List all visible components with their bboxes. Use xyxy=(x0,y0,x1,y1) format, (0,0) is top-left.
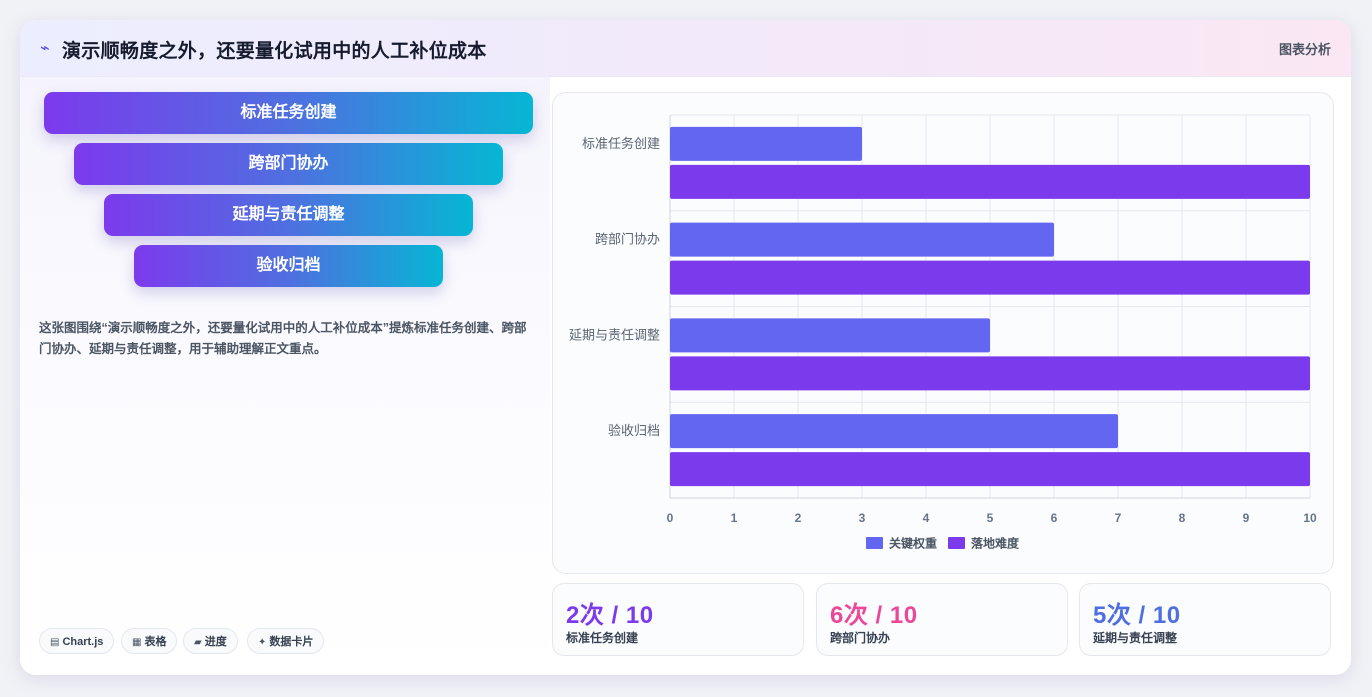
tag-label: 表格 xyxy=(144,636,167,648)
legend-label: 落地难度 xyxy=(971,536,1020,551)
x-tick-label: 7 xyxy=(1115,511,1122,525)
bar-weight xyxy=(670,126,862,161)
x-tick-label: 6 xyxy=(1051,511,1058,525)
x-tick-label: 4 xyxy=(923,511,930,525)
x-tick-label: 9 xyxy=(1243,511,1250,525)
stat-value: 6次 / 10 xyxy=(830,602,918,629)
page-title: 演示顺畅度之外，还要量化试用中的人工补位成本 xyxy=(62,41,487,62)
tag-progress[interactable]: ▰ 进度 xyxy=(183,628,238,654)
table-icon: ▦ xyxy=(132,637,142,648)
tag-label: 数据卡片 xyxy=(269,636,314,648)
legend-swatch xyxy=(948,537,965,549)
stat-value: 5次 / 10 xyxy=(1093,602,1181,629)
chart-analysis-label: 图表分析 xyxy=(1278,42,1331,57)
legend-label: 关键权重 xyxy=(889,536,937,551)
funnel-step-2: 跨部门协办 xyxy=(74,143,503,185)
chart-card: ⌁ 演示顺畅度之外，还要量化试用中的人工补位成本 图表分析 标准任务创建 跨部门… xyxy=(20,20,1351,675)
bar-difficulty xyxy=(670,164,1310,199)
bar-difficulty xyxy=(670,452,1310,487)
y-category-label: 延期与责任调整 xyxy=(569,327,660,342)
left-panel: 标准任务创建 跨部门协办 延期与责任调整 验收归档 这张图围绕“演示顺畅度之外，… xyxy=(20,77,550,675)
chart-icon: ▤ xyxy=(50,637,60,648)
x-tick-label: 5 xyxy=(987,511,994,525)
tag-chartjs[interactable]: ▤ Chart.js xyxy=(39,628,115,654)
x-tick-label: 8 xyxy=(1179,511,1186,525)
bar-weight xyxy=(670,222,1054,257)
bar-difficulty xyxy=(670,260,1310,295)
tag-data-card[interactable]: ✦ 数据卡片 xyxy=(247,628,325,654)
x-tick-label: 10 xyxy=(1303,511,1317,525)
funnel-step-1: 标准任务创建 xyxy=(44,92,533,134)
bar-weight xyxy=(670,414,1118,449)
x-tick-label: 1 xyxy=(731,511,738,525)
y-category-label: 验收归档 xyxy=(608,423,660,438)
bar-weight xyxy=(670,318,990,353)
stat-card-2: 6次 / 10 跨部门协办 xyxy=(816,583,1068,656)
tag-table[interactable]: ▦ 表格 xyxy=(121,628,178,654)
tag-label: Chart.js xyxy=(62,636,104,648)
x-tick-label: 0 xyxy=(667,511,674,525)
chart-description: 这张图围绕“演示顺畅度之外，还要量化试用中的人工补位成本”提炼标准任务创建、跨部… xyxy=(39,321,527,356)
lightning-icon: ⌁ xyxy=(40,40,50,57)
card-header: ⌁ 演示顺畅度之外，还要量化试用中的人工补位成本 图表分析 xyxy=(20,20,1351,77)
stat-value: 2次 / 10 xyxy=(566,602,654,629)
x-tick-label: 2 xyxy=(795,511,802,525)
y-category-label: 标准任务创建 xyxy=(582,136,660,151)
x-tick-label: 3 xyxy=(859,511,866,525)
bar-chart-panel: 0 1 2 3 4 5 6 7 8 9 10 标准任务创建跨部门协办延期与责任调整验收归档关键权重 落地… xyxy=(552,92,1334,574)
stat-card-3: 5次 / 10 延期与责任调整 xyxy=(1079,583,1331,656)
stat-label: 标准任务创建 xyxy=(566,631,639,645)
bar-difficulty xyxy=(670,356,1310,391)
stat-label: 延期与责任调整 xyxy=(1093,631,1178,645)
progress-icon: ▰ xyxy=(194,637,202,648)
funnel-step-4: 验收归档 xyxy=(134,245,443,287)
funnel-step-3: 延期与责任调整 xyxy=(104,194,473,236)
stat-label: 跨部门协办 xyxy=(830,631,891,645)
y-category-label: 跨部门协办 xyxy=(595,232,660,247)
sparkle-icon: ✦ xyxy=(258,637,267,648)
legend-swatch xyxy=(866,537,883,549)
stat-card-1: 2次 / 10 标准任务创建 xyxy=(552,583,804,656)
tag-label: 进度 xyxy=(204,636,227,648)
